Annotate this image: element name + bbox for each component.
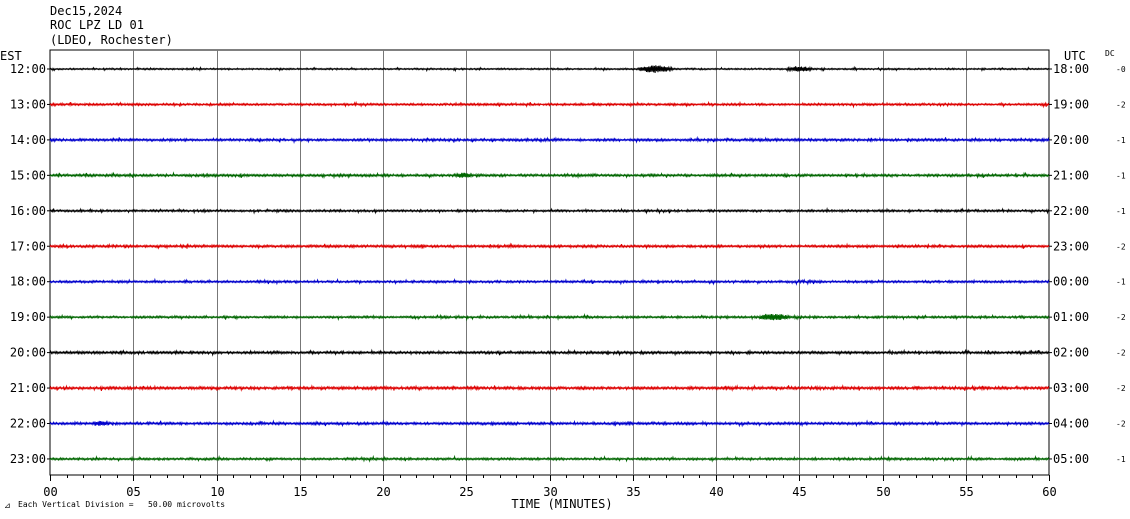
scale-glyph-icon: ⊿ <box>4 501 11 510</box>
x-tick-label: 45 <box>792 485 806 499</box>
dc-offset-label: -1 <box>1116 455 1126 464</box>
dc-offset-label: -1 <box>1116 278 1126 287</box>
x-tick-label: 55 <box>959 485 973 499</box>
plot-grid <box>47 49 1052 481</box>
chart-date: Dec15,2024 <box>50 4 123 18</box>
seismogram-trace <box>49 242 1050 250</box>
utc-hour-label: 02:00 <box>1053 346 1089 360</box>
dc-offset-label: -2 <box>1116 100 1126 109</box>
seismogram-trace <box>49 419 1050 428</box>
dc-offset-label: -1 <box>1116 207 1126 216</box>
x-tick-label: 25 <box>459 485 473 499</box>
axis-labels: 00 05 10 15 20 25 30 35 40 45 50 55 60 12:00 18:00 -0 13… <box>10 62 1126 499</box>
seismogram-trace <box>49 207 1050 215</box>
utc-hour-label: 01:00 <box>1053 310 1089 324</box>
seismogram-trace <box>49 313 1050 322</box>
seismogram-traces <box>49 65 1050 463</box>
x-tick-label: 50 <box>876 485 890 499</box>
est-hour-label: 15:00 <box>10 168 46 182</box>
utc-hour-label: 18:00 <box>1053 62 1089 76</box>
utc-hour-label: 21:00 <box>1053 168 1089 182</box>
x-tick-label: 10 <box>210 485 224 499</box>
right-axis-title: UTC <box>1064 49 1086 63</box>
station-code: ROC LPZ LD 01 <box>50 18 144 32</box>
x-axis-label: TIME (MINUTES) <box>511 497 612 511</box>
est-hour-label: 17:00 <box>10 239 46 253</box>
x-tick-label: 15 <box>293 485 307 499</box>
seismogram-trace <box>49 171 1050 180</box>
utc-hour-label: 23:00 <box>1053 239 1089 253</box>
seismogram-trace <box>49 65 1050 73</box>
est-hour-label: 22:00 <box>10 417 46 431</box>
x-tick-label: 05 <box>126 485 140 499</box>
dc-offset-label: -1 <box>1116 136 1126 145</box>
dc-offset-label: -0 <box>1116 65 1126 74</box>
est-hour-label: 21:00 <box>10 381 46 395</box>
utc-hour-label: 19:00 <box>1053 97 1089 111</box>
x-tick-label: 30 <box>543 485 557 499</box>
left-axis-title: EST <box>0 49 22 63</box>
utc-hour-label: 05:00 <box>1053 452 1089 466</box>
est-hour-label: 23:00 <box>10 452 46 466</box>
utc-hour-label: 00:00 <box>1053 275 1089 289</box>
seismogram-trace <box>49 454 1050 463</box>
dc-offset-label: -1 <box>1116 171 1126 180</box>
seismogram-trace <box>49 348 1050 357</box>
x-tick-label: 35 <box>626 485 640 499</box>
seismogram-trace <box>49 100 1050 109</box>
station-network: (LDEO, Rochester) <box>50 33 173 47</box>
x-tick-label: 60 <box>1042 485 1056 499</box>
seismogram-trace <box>49 277 1050 286</box>
utc-hour-label: 20:00 <box>1053 133 1089 147</box>
seismogram-trace <box>49 384 1050 392</box>
utc-hour-label: 22:00 <box>1053 204 1089 218</box>
utc-hour-label: 03:00 <box>1053 381 1089 395</box>
est-hour-label: 20:00 <box>10 346 46 360</box>
est-hour-label: 16:00 <box>10 204 46 218</box>
est-hour-label: 14:00 <box>10 133 46 147</box>
dc-offset-label: -2 <box>1116 420 1126 429</box>
dc-column-title: DC <box>1105 49 1115 58</box>
dc-offset-label: -2 <box>1116 313 1126 322</box>
x-tick-label: 20 <box>376 485 390 499</box>
x-tick-label: 00 <box>43 485 57 499</box>
utc-hour-label: 04:00 <box>1053 417 1089 431</box>
est-hour-label: 18:00 <box>10 275 46 289</box>
dc-offset-label: -2 <box>1116 349 1126 358</box>
est-hour-label: 19:00 <box>10 310 46 324</box>
scale-note: Each Vertical Division = 50.00 microvolt… <box>18 500 225 509</box>
est-hour-label: 12:00 <box>10 62 46 76</box>
dc-offset-label: -2 <box>1116 242 1126 251</box>
est-hour-label: 13:00 <box>10 97 46 111</box>
plot-frame <box>49 49 1050 476</box>
seismogram-trace <box>49 135 1050 144</box>
x-tick-label: 40 <box>709 485 723 499</box>
dc-offset-label: -2 <box>1116 384 1126 393</box>
